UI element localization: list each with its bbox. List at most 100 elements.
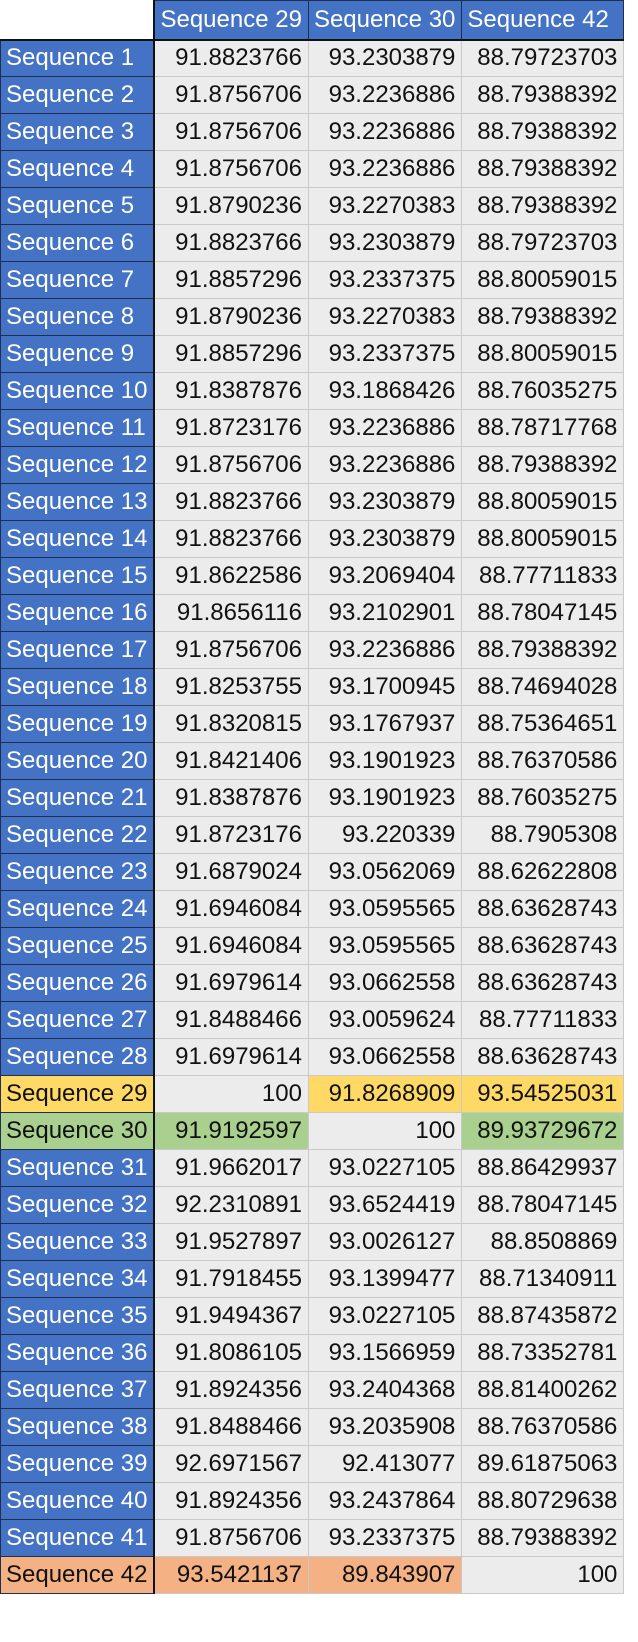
row-header-cell[interactable]: Sequence 19 [0, 705, 156, 743]
value-cell[interactable]: 88.63628743 [461, 890, 625, 928]
row-header-cell[interactable]: Sequence 9 [0, 335, 156, 373]
value-cell[interactable]: 93.2069404 [307, 557, 463, 595]
value-cell[interactable]: 88.77711833 [461, 557, 625, 595]
value-cell[interactable]: 88.79388392 [461, 446, 625, 484]
row-header-cell[interactable]: Sequence 42 [0, 1556, 156, 1594]
value-cell[interactable]: 91.8723176 [153, 409, 309, 447]
value-cell[interactable]: 88.73352781 [461, 1334, 625, 1372]
row-header-cell[interactable]: Sequence 3 [0, 113, 156, 151]
row-header-cell[interactable]: Sequence 13 [0, 483, 156, 521]
value-cell[interactable]: 88.80059015 [461, 261, 625, 299]
value-cell[interactable]: 88.76370586 [461, 742, 625, 780]
value-cell[interactable]: 91.8488466 [153, 1001, 309, 1039]
value-cell[interactable]: 88.76035275 [461, 372, 625, 410]
row-header-cell[interactable]: Sequence 28 [0, 1038, 156, 1076]
row-header-cell[interactable]: Sequence 15 [0, 557, 156, 595]
row-header-cell[interactable]: Sequence 31 [0, 1149, 156, 1187]
value-cell[interactable]: 93.0562069 [307, 853, 463, 891]
value-cell[interactable]: 88.79723703 [461, 224, 625, 262]
column-header-sequence-30[interactable]: Sequence 30 [307, 0, 463, 41]
row-header-cell[interactable]: Sequence 20 [0, 742, 156, 780]
value-cell[interactable]: 91.8421406 [153, 742, 309, 780]
value-cell[interactable]: 91.8790236 [153, 298, 309, 336]
value-cell[interactable]: 91.8756706 [153, 631, 309, 669]
value-cell[interactable]: 88.80059015 [461, 520, 625, 558]
value-cell[interactable]: 93.2303879 [307, 520, 463, 558]
value-cell[interactable]: 91.8622586 [153, 557, 309, 595]
value-cell[interactable]: 89.93729672 [461, 1112, 625, 1150]
value-cell[interactable]: 93.0595565 [307, 927, 463, 965]
row-header-cell[interactable]: Sequence 24 [0, 890, 156, 928]
value-cell[interactable]: 88.63628743 [461, 964, 625, 1002]
value-cell[interactable]: 93.2437864 [307, 1482, 463, 1520]
value-cell[interactable]: 91.8320815 [153, 705, 309, 743]
row-header-cell[interactable]: Sequence 7 [0, 261, 156, 299]
value-cell[interactable]: 88.87435872 [461, 1297, 625, 1335]
value-cell[interactable]: 93.1700945 [307, 668, 463, 706]
value-cell[interactable]: 88.79388392 [461, 76, 625, 114]
value-cell[interactable]: 93.2337375 [307, 1519, 463, 1557]
row-header-cell[interactable]: Sequence 1 [0, 39, 156, 77]
value-cell[interactable]: 88.80059015 [461, 483, 625, 521]
value-cell[interactable]: 88.79388392 [461, 187, 625, 225]
value-cell[interactable]: 93.0595565 [307, 890, 463, 928]
value-cell[interactable]: 88.79388392 [461, 150, 625, 188]
value-cell[interactable]: 91.8924356 [153, 1371, 309, 1409]
row-header-cell[interactable]: Sequence 5 [0, 187, 156, 225]
value-cell[interactable]: 91.9527897 [153, 1223, 309, 1261]
row-header-cell[interactable]: Sequence 22 [0, 816, 156, 854]
value-cell[interactable]: 100 [307, 1112, 463, 1150]
row-header-cell[interactable]: Sequence 6 [0, 224, 156, 262]
value-cell[interactable]: 88.78047145 [461, 594, 625, 632]
value-cell[interactable]: 88.79388392 [461, 1519, 625, 1557]
row-header-cell[interactable]: Sequence 29 [0, 1075, 156, 1113]
value-cell[interactable]: 91.8756706 [153, 76, 309, 114]
value-cell[interactable]: 91.8823766 [153, 483, 309, 521]
value-cell[interactable]: 88.79723703 [461, 39, 625, 77]
value-cell[interactable]: 89.61875063 [461, 1445, 625, 1483]
row-header-cell[interactable]: Sequence 11 [0, 409, 156, 447]
value-cell[interactable]: 91.9494367 [153, 1297, 309, 1335]
value-cell[interactable]: 92.6971567 [153, 1445, 309, 1483]
value-cell[interactable]: 88.78717768 [461, 409, 625, 447]
row-header-cell[interactable]: Sequence 38 [0, 1408, 156, 1446]
column-header-sequence-29[interactable]: Sequence 29 [153, 0, 309, 41]
value-cell[interactable]: 93.0227105 [307, 1149, 463, 1187]
row-header-cell[interactable]: Sequence 23 [0, 853, 156, 891]
row-header-cell[interactable]: Sequence 41 [0, 1519, 156, 1557]
value-cell[interactable]: 91.6979614 [153, 964, 309, 1002]
value-cell[interactable]: 88.71340911 [461, 1260, 625, 1298]
value-cell[interactable]: 91.8857296 [153, 335, 309, 373]
value-cell[interactable]: 91.8086105 [153, 1334, 309, 1372]
value-cell[interactable]: 93.2236886 [307, 446, 463, 484]
row-header-cell[interactable]: Sequence 4 [0, 150, 156, 188]
value-cell[interactable]: 88.8508869 [461, 1223, 625, 1261]
value-cell[interactable]: 93.2236886 [307, 76, 463, 114]
row-header-cell[interactable]: Sequence 30 [0, 1112, 156, 1150]
row-header-cell[interactable]: Sequence 21 [0, 779, 156, 817]
value-cell[interactable]: 91.8756706 [153, 150, 309, 188]
value-cell[interactable]: 93.2102901 [307, 594, 463, 632]
value-cell[interactable]: 93.2035908 [307, 1408, 463, 1446]
value-cell[interactable]: 88.76035275 [461, 779, 625, 817]
row-header-cell[interactable]: Sequence 32 [0, 1186, 156, 1224]
row-header-cell[interactable]: Sequence 25 [0, 927, 156, 965]
value-cell[interactable]: 88.86429937 [461, 1149, 625, 1187]
value-cell[interactable]: 93.5421137 [153, 1556, 309, 1594]
value-cell[interactable]: 91.8253755 [153, 668, 309, 706]
value-cell[interactable]: 91.8823766 [153, 39, 309, 77]
value-cell[interactable]: 88.63628743 [461, 1038, 625, 1076]
value-cell[interactable]: 93.2337375 [307, 261, 463, 299]
value-cell[interactable]: 91.8387876 [153, 372, 309, 410]
value-cell[interactable]: 91.8790236 [153, 187, 309, 225]
value-cell[interactable]: 93.220339 [307, 816, 463, 854]
row-header-cell[interactable]: Sequence 40 [0, 1482, 156, 1520]
value-cell[interactable]: 93.1566959 [307, 1334, 463, 1372]
value-cell[interactable]: 91.9662017 [153, 1149, 309, 1187]
value-cell[interactable]: 93.2303879 [307, 483, 463, 521]
value-cell[interactable]: 92.2310891 [153, 1186, 309, 1224]
value-cell[interactable]: 88.75364651 [461, 705, 625, 743]
row-header-cell[interactable]: Sequence 12 [0, 446, 156, 484]
value-cell[interactable]: 91.8488466 [153, 1408, 309, 1446]
value-cell[interactable]: 91.7918455 [153, 1260, 309, 1298]
